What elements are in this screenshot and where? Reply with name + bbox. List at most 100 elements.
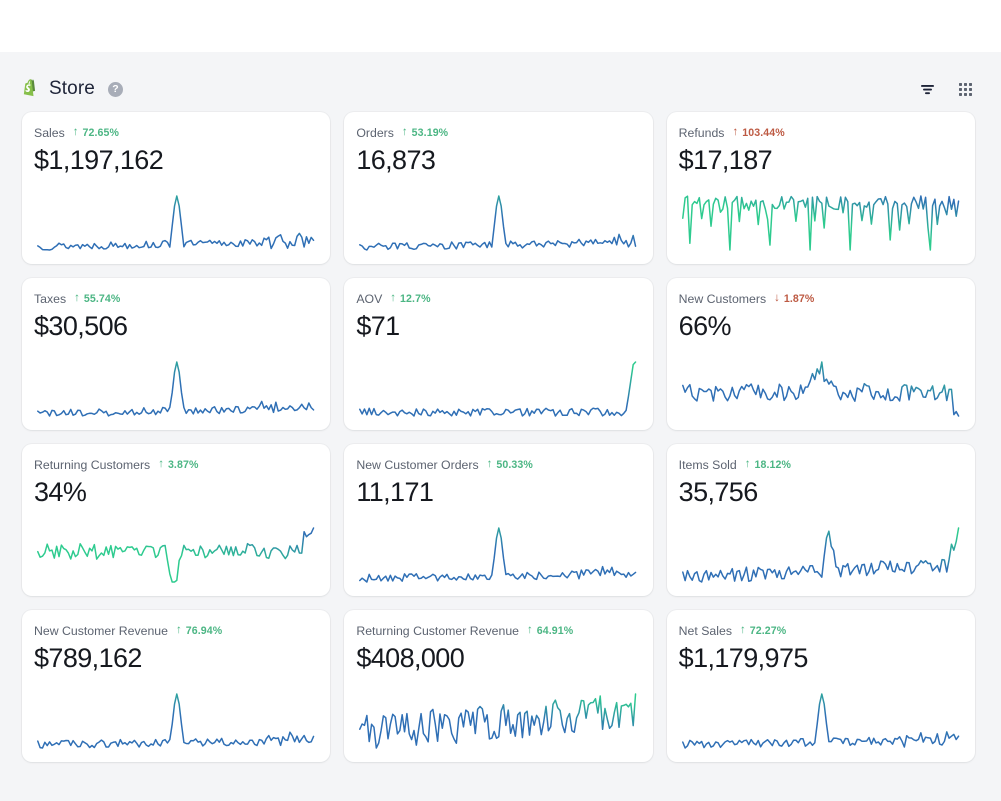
metric-card[interactable]: Items Sold ↑ 18.12% 35,756 [666, 444, 975, 596]
metric-card[interactable]: Sales ↑ 72.65% $1,197,162 [22, 112, 331, 264]
arrow-up-icon: ↑ [732, 126, 739, 139]
arrow-up-icon: ↑ [486, 458, 493, 471]
metric-value: $30,506 [34, 311, 128, 341]
metric-card-header: Returning Customers ↑ 3.87% [34, 458, 317, 472]
metric-sparkline [356, 192, 639, 254]
metric-sparkline [34, 524, 317, 586]
metric-label: Taxes [34, 292, 67, 306]
arrow-up-icon: ↑ [744, 458, 751, 471]
metric-delta: ↑ 72.65% [73, 127, 119, 139]
metric-sparkline [679, 524, 962, 586]
metric-delta: ↑ 55.74% [74, 293, 120, 305]
metric-card[interactable]: New Customers ↓ 1.87% 66% [666, 278, 975, 430]
metric-card[interactable]: AOV ↑ 12.7% $71 [344, 278, 653, 430]
header-actions [917, 79, 975, 99]
metric-label: Items Sold [678, 458, 737, 472]
metric-delta: ↑ 18.12% [745, 459, 791, 471]
metric-delta-value: 18.12% [754, 459, 792, 471]
arrow-up-icon: ↑ [401, 126, 408, 139]
metric-label: AOV [356, 292, 383, 306]
metric-card[interactable]: New Customer Revenue ↑ 76.94% $789,162 [22, 610, 331, 762]
arrow-up-icon: ↑ [527, 624, 533, 637]
metric-delta: ↑ 53.19% [402, 127, 448, 139]
metric-delta-value: 76.94% [185, 625, 223, 637]
metric-label: New Customers [678, 292, 767, 306]
metric-label: Returning Customers [34, 458, 151, 472]
arrow-down-icon: ↓ [774, 292, 780, 305]
dashboard-body: Store ? [0, 52, 1001, 801]
metric-card-header: Refunds ↑ 103.44% [679, 126, 962, 140]
metrics-grid: Sales ↑ 72.65% $1,197,162 Orders ↑ 53.19% 16,87… [0, 112, 1001, 762]
metric-card[interactable]: Taxes ↑ 55.74% $30,506 [22, 278, 331, 430]
dashboard-header: Store ? [0, 66, 1001, 112]
grid-apps-icon[interactable] [955, 79, 975, 99]
metric-value: $1,179,975 [678, 643, 809, 673]
metric-value: $71 [356, 311, 400, 341]
arrow-up-icon: ↑ [74, 292, 80, 305]
metric-delta: ↑ 12.7% [390, 293, 430, 305]
metric-card-header: New Customers ↓ 1.87% [679, 292, 962, 306]
metric-card[interactable]: New Customer Orders ↑ 50.33% 11,171 [344, 444, 653, 596]
brand-group: Store ? [20, 78, 123, 100]
metric-card[interactable]: Refunds ↑ 103.44% $17,187 [666, 112, 975, 264]
metric-delta: ↑ 64.91% [527, 625, 573, 637]
metric-card-header: New Customer Orders ↑ 50.33% [356, 458, 639, 472]
metric-card-header: Sales ↑ 72.65% [34, 126, 317, 140]
metric-value: $789,162 [34, 643, 142, 673]
metric-delta-value: 72.65% [82, 127, 120, 139]
metric-delta-value: 53.19% [411, 127, 449, 139]
arrow-up-icon: ↑ [158, 458, 164, 471]
metric-label: Refunds [678, 126, 725, 140]
metric-sparkline [34, 192, 317, 254]
metric-card[interactable]: Net Sales ↑ 72.27% $1,179,975 [666, 610, 975, 762]
filter-icon[interactable] [917, 79, 937, 99]
metric-delta: ↑ 103.44% [732, 127, 784, 139]
arrow-up-icon: ↑ [72, 126, 79, 139]
metric-value: 66% [678, 311, 732, 341]
metric-delta: ↓ 1.87% [774, 293, 814, 305]
arrow-up-icon: ↑ [175, 624, 182, 637]
metric-card[interactable]: Returning Customers ↑ 3.87% 34% [22, 444, 331, 596]
metric-delta: ↑ 50.33% [487, 459, 533, 471]
page-title: Store [49, 78, 95, 99]
metric-label: New Customer Revenue [34, 624, 168, 638]
help-circle-icon[interactable]: ? [107, 81, 123, 97]
metric-label: Returning Customer Revenue [356, 624, 520, 638]
metric-label: Sales [34, 126, 65, 140]
metric-card-header: Taxes ↑ 55.74% [34, 292, 317, 306]
metric-delta-value: 1.87% [783, 293, 815, 305]
metric-delta-value: 103.44% [742, 127, 785, 139]
metric-sparkline [679, 192, 962, 254]
browser-chrome-strip [0, 0, 1001, 52]
metric-value: 34% [34, 477, 87, 507]
metric-label: Orders [356, 126, 394, 140]
metric-value: $1,197,162 [34, 145, 164, 175]
metric-card-header: AOV ↑ 12.7% [356, 292, 639, 306]
metric-sparkline [34, 358, 317, 420]
arrow-up-icon: ↑ [390, 292, 397, 305]
metric-sparkline [679, 690, 962, 752]
metric-value: $17,187 [678, 145, 773, 175]
metric-value: 16,873 [356, 145, 436, 175]
metric-delta-value: 72.27% [749, 625, 787, 637]
metric-card-header: Items Sold ↑ 18.12% [679, 458, 962, 472]
metric-sparkline [356, 524, 639, 586]
metric-card[interactable]: Orders ↑ 53.19% 16,873 [344, 112, 653, 264]
metric-delta-value: 3.87% [167, 459, 199, 471]
metric-delta: ↑ 72.27% [740, 625, 786, 637]
metric-card-header: New Customer Revenue ↑ 76.94% [34, 624, 317, 638]
metric-card-header: Net Sales ↑ 72.27% [679, 624, 962, 638]
metric-delta-value: 50.33% [496, 459, 533, 471]
arrow-up-icon: ↑ [739, 624, 746, 637]
metric-sparkline [356, 358, 639, 420]
metric-card[interactable]: Returning Customer Revenue ↑ 64.91% $408,00… [344, 610, 653, 762]
metric-delta-value: 12.7% [400, 293, 431, 305]
metric-sparkline [356, 690, 639, 752]
metric-card-header: Returning Customer Revenue ↑ 64.91% [356, 624, 639, 638]
metric-card-header: Orders ↑ 53.19% [356, 126, 639, 140]
metric-label: Net Sales [678, 624, 732, 638]
metric-delta: ↑ 3.87% [158, 459, 198, 471]
metric-value: 11,171 [356, 477, 434, 507]
metric-value: $408,000 [356, 643, 465, 673]
